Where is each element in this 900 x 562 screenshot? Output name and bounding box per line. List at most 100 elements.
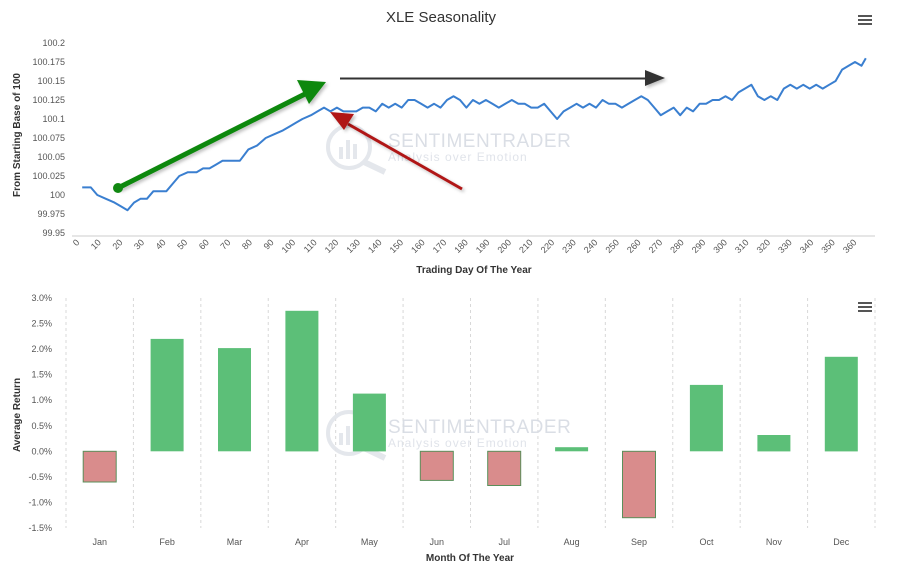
y-tick-label: 2.0% [31,344,52,354]
x-tick-label: 220 [539,237,557,255]
bar-grid [65,298,876,528]
x-tick-label: 180 [452,237,470,255]
x-tick-label: 160 [409,237,427,255]
bar-feb[interactable] [150,338,184,452]
line-x-axis-title: Trading Day Of The Year [416,265,532,276]
x-tick-label: 130 [344,237,362,255]
bar-jun[interactable] [419,450,454,481]
green-arrow-shaft [116,91,307,191]
x-tick-label: 340 [798,237,816,255]
bar-x-axis: Jan Feb Mar Apr May Jun Jul Aug Sep Oct Nov Dec [92,537,849,547]
x-tick-label: 360 [841,237,859,255]
y-tick-label: 100.125 [32,95,65,105]
bar-nov[interactable] [757,435,791,452]
x-tick-label: Mar [227,537,243,547]
line-chart-menu-button[interactable] [858,15,872,25]
bar-mar[interactable] [218,348,251,452]
y-tick-label: 100.1 [42,114,65,124]
y-tick-label: 100.175 [32,57,65,67]
bar-may[interactable] [352,393,386,452]
bar-y-axis: 3.0% 2.5% 2.0% 1.5% 1.0% 0.5% 0.0% -0.5% -1.0% -1… [28,293,52,533]
dark-arrow-shaft [339,76,649,81]
x-tick-label: 300 [711,237,729,255]
y-tick-label: 3.0% [31,293,52,303]
magnifier-logo-icon [326,124,387,175]
bar-oct[interactable] [689,384,723,452]
watermark-brand: SENTIMENTRADER [388,417,571,438]
x-tick-label: Sep [631,537,647,547]
x-tick-label: Feb [159,537,175,547]
watermark-top: SENTIMENTRADER Analysis over Emotion [326,124,571,175]
y-tick-label: 100.2 [42,38,65,48]
x-tick-label: Jun [430,537,445,547]
bar-chart: SENTIMENTRADER Analysis over Emotion 3.0… [12,293,876,562]
hamburger-menu-icon [858,302,872,312]
x-tick-label: 200 [495,237,513,255]
watermark-tagline: Analysis over Emotion [388,150,528,164]
x-tick-label: 0 [71,237,82,248]
y-tick-label: 100 [50,190,65,200]
y-tick-label: 0.5% [31,421,52,431]
x-tick-label: 270 [647,237,665,255]
x-tick-label: 310 [733,237,751,255]
x-tick-label: 40 [154,237,168,251]
x-tick-label: 140 [366,237,384,255]
bar-aug[interactable] [555,447,589,452]
y-tick-label: 100.075 [32,133,65,143]
bar-dec[interactable] [824,356,858,452]
y-tick-label: 100.15 [37,76,65,86]
x-tick-label: Apr [295,537,309,547]
watermark-brand: SENTIMENTRADER [388,131,571,152]
green-arrow-dot [113,183,123,193]
bar-apr[interactable] [285,310,319,452]
y-tick-label: -1.5% [28,523,52,533]
bar-jul[interactable] [487,450,522,486]
watermark-bottom: SENTIMENTRADER Analysis over Emotion [326,410,571,461]
bar-x-axis-title: Month Of The Year [426,553,514,562]
line-x-axis: 0102030405060708090100110120130140150160… [71,237,859,255]
x-tick-label: 350 [819,237,837,255]
x-tick-label: 330 [776,237,794,255]
x-tick-label: Jan [92,537,107,547]
x-tick-label: 80 [240,237,254,251]
x-tick-label: 210 [517,237,535,255]
x-tick-label: 320 [755,237,773,255]
red-arrow-head-icon [330,112,354,130]
y-tick-label: -1.0% [28,497,52,507]
y-tick-label: 2.5% [31,319,52,329]
y-tick-label: 100.025 [32,171,65,181]
x-tick-label: 10 [89,237,103,251]
x-tick-label: 250 [603,237,621,255]
x-tick-label: 280 [668,237,686,255]
x-tick-label: 170 [431,237,449,255]
x-tick-label: 90 [262,237,276,251]
y-tick-label: 1.0% [31,395,52,405]
bar-series [82,310,858,519]
green-arrow-head-icon [297,80,326,104]
y-tick-label: 99.975 [37,209,65,219]
bar-jan[interactable] [82,450,117,483]
x-tick-label: 110 [302,237,319,254]
x-tick-label: 20 [110,237,124,251]
line-chart-title: XLE Seasonality [386,9,497,26]
x-tick-label: 240 [582,237,600,255]
bar-chart-menu-button[interactable] [858,302,872,312]
dark-arrow-head-icon [645,70,665,86]
x-tick-label: 260 [625,237,643,255]
x-tick-label: 190 [474,237,492,255]
x-tick-label: Nov [766,537,783,547]
x-tick-label: Jul [498,537,510,547]
x-tick-label: 70 [218,237,232,251]
bar-sep[interactable] [622,450,656,519]
watermark-tagline: Analysis over Emotion [388,436,528,450]
bar-y-axis-title: Average Return [12,378,23,452]
x-tick-label: 50 [175,237,189,251]
x-tick-label: Aug [564,537,580,547]
x-tick-label: Oct [699,537,714,547]
hamburger-menu-icon [858,15,872,25]
x-tick-label: 290 [690,237,708,255]
x-tick-label: 230 [560,237,578,255]
x-tick-label: Dec [833,537,850,547]
y-tick-label: 100.05 [37,152,65,162]
